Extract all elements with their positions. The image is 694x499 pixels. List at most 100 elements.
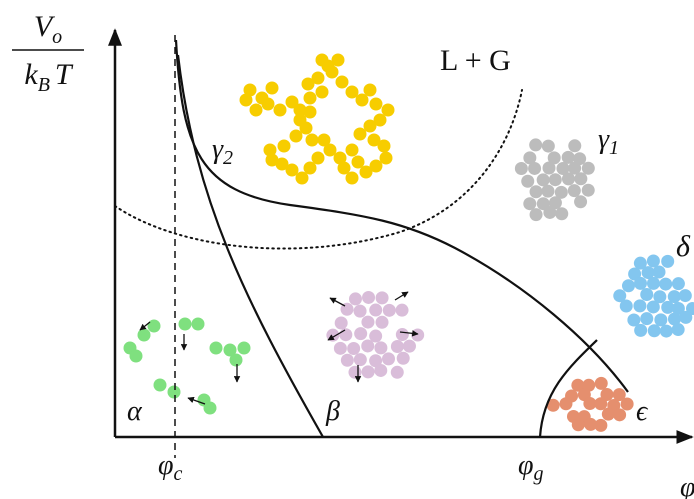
- text: T: [55, 58, 74, 91]
- particle: [672, 277, 685, 290]
- particle: [515, 162, 528, 175]
- axis-denominator: kBT: [24, 58, 74, 96]
- particle-clusters: [124, 54, 694, 432]
- particle: [148, 320, 161, 333]
- particle: [362, 291, 375, 304]
- particle: [348, 366, 361, 379]
- particle: [326, 66, 339, 79]
- particle: [602, 408, 615, 421]
- region-label: ϵ: [636, 396, 649, 427]
- particle: [335, 317, 348, 330]
- region-label: γ2: [212, 134, 233, 169]
- particle: [562, 172, 575, 185]
- particle: [661, 255, 674, 268]
- particle: [668, 290, 681, 303]
- particle: [361, 316, 374, 329]
- particle: [396, 328, 409, 341]
- particle: [378, 140, 391, 153]
- particle: [555, 207, 568, 220]
- particle: [528, 162, 541, 175]
- particle: [341, 354, 354, 367]
- particle: [339, 328, 352, 341]
- text: k: [24, 58, 38, 91]
- particle: [168, 386, 181, 399]
- particle: [562, 151, 575, 164]
- particle: [382, 352, 395, 365]
- text: 1: [609, 137, 619, 159]
- particle: [332, 54, 345, 67]
- particle: [130, 350, 143, 363]
- particle: [620, 300, 633, 313]
- particle: [138, 329, 151, 342]
- region-label: γ1: [598, 124, 619, 159]
- text: φ: [158, 450, 174, 481]
- particle: [403, 340, 416, 353]
- particle: [595, 377, 608, 390]
- particle: [179, 318, 192, 331]
- particle: [240, 94, 253, 107]
- particle: [278, 140, 291, 153]
- particle: [640, 288, 653, 301]
- particle: [559, 397, 572, 410]
- velocity-arrow: [395, 292, 408, 300]
- particle: [370, 98, 383, 111]
- particle: [529, 138, 542, 151]
- particle: [306, 134, 319, 147]
- particle: [568, 139, 581, 152]
- particle: [660, 325, 673, 338]
- axis-numerator: Vo: [34, 10, 62, 48]
- particle: [347, 342, 360, 355]
- particle: [192, 318, 205, 331]
- particle: [354, 128, 367, 141]
- particle: [633, 299, 646, 312]
- particle: [672, 323, 685, 336]
- particle: [654, 313, 667, 326]
- particle: [374, 341, 387, 354]
- particle: [574, 195, 587, 208]
- particle: [346, 144, 359, 157]
- text: 2: [223, 147, 233, 169]
- particle: [679, 289, 692, 302]
- region-label: β: [325, 396, 340, 427]
- particle: [302, 78, 315, 91]
- particle: [521, 175, 534, 188]
- phase-diagram: Vo kBT L + G γ2 γ1 δ α β ϵ φc φg φ: [0, 0, 694, 499]
- particle: [653, 265, 666, 278]
- particle: [336, 76, 349, 89]
- x-label: φg: [518, 450, 544, 485]
- particle: [411, 328, 424, 341]
- particle: [541, 185, 554, 198]
- particle: [574, 172, 587, 185]
- text: B: [38, 74, 50, 96]
- particle: [543, 206, 556, 219]
- particle: [543, 162, 556, 175]
- text: c: [174, 463, 183, 485]
- particle: [530, 208, 543, 221]
- particle: [391, 366, 404, 379]
- particle: [594, 419, 607, 432]
- velocity-arrow: [330, 298, 345, 306]
- particle: [238, 342, 251, 355]
- particle: [376, 316, 389, 329]
- particle: [549, 173, 562, 186]
- particle: [354, 305, 367, 318]
- particle: [568, 184, 581, 197]
- particle: [542, 140, 555, 153]
- particle: [349, 292, 362, 305]
- particle: [262, 98, 275, 111]
- region-label: L + G: [440, 44, 511, 77]
- particle: [264, 144, 277, 157]
- region-label: α: [127, 396, 143, 427]
- particle: [154, 379, 167, 392]
- particle: [376, 291, 389, 304]
- particle: [647, 277, 660, 290]
- particle: [523, 197, 536, 210]
- particle: [679, 311, 692, 324]
- particle: [250, 104, 263, 117]
- particle: [634, 324, 647, 337]
- particle: [274, 104, 287, 117]
- particle: [352, 156, 365, 169]
- particle: [634, 277, 647, 290]
- particle: [391, 340, 404, 353]
- particle: [572, 418, 585, 431]
